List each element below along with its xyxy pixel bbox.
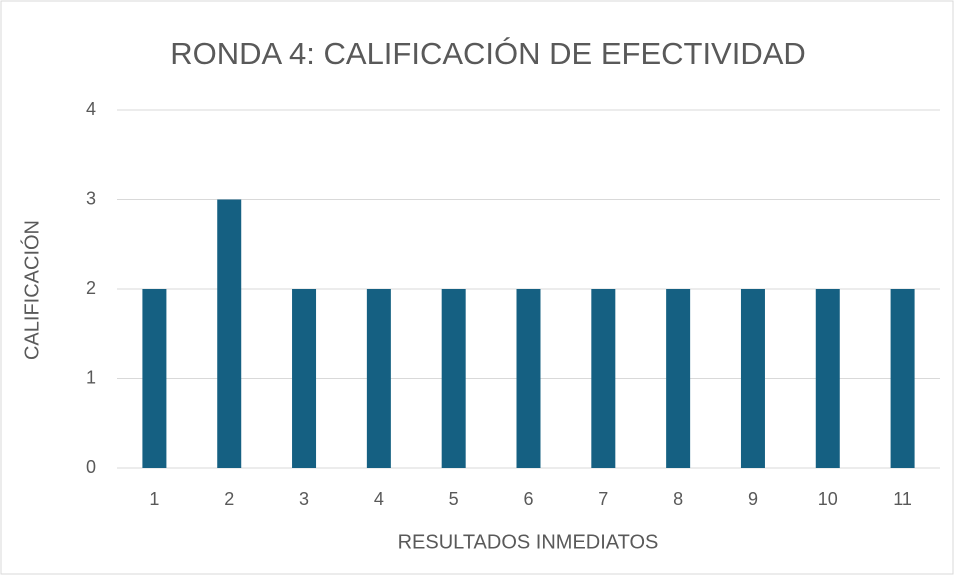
bar <box>292 289 317 468</box>
y-tick-label: 1 <box>86 367 96 387</box>
bar <box>740 289 765 468</box>
x-tick-label: 8 <box>673 489 683 509</box>
y-tick-label: 0 <box>86 457 96 477</box>
x-tick-label: 7 <box>598 489 608 509</box>
bar <box>516 289 541 468</box>
bar <box>815 289 840 468</box>
bar <box>217 199 242 468</box>
y-tick-label: 2 <box>86 278 96 298</box>
x-axis-title: RESULTADOS INMEDIATOS <box>398 531 659 553</box>
chart-title: RONDA 4: CALIFICACIÓN DE EFECTIVIDAD <box>170 36 806 71</box>
x-tick-label: 11 <box>893 489 912 509</box>
x-tick-label: 3 <box>299 489 309 509</box>
x-tick-label: 1 <box>149 489 159 509</box>
x-tick-label: 2 <box>224 489 234 509</box>
x-tick-label: 10 <box>818 489 838 509</box>
bar <box>441 289 466 468</box>
x-tick-label: 4 <box>374 489 384 509</box>
bar <box>366 289 391 468</box>
bar <box>890 289 915 468</box>
bar <box>591 289 616 468</box>
bar <box>666 289 691 468</box>
y-axis-title: CALIFICACIÓN <box>20 220 43 360</box>
y-tick-label: 3 <box>86 188 96 208</box>
x-tick-label: 5 <box>449 489 459 509</box>
x-tick-label: 9 <box>748 489 758 509</box>
bar <box>142 289 167 468</box>
x-tick-label: 6 <box>523 489 533 509</box>
y-tick-label: 4 <box>86 99 96 119</box>
